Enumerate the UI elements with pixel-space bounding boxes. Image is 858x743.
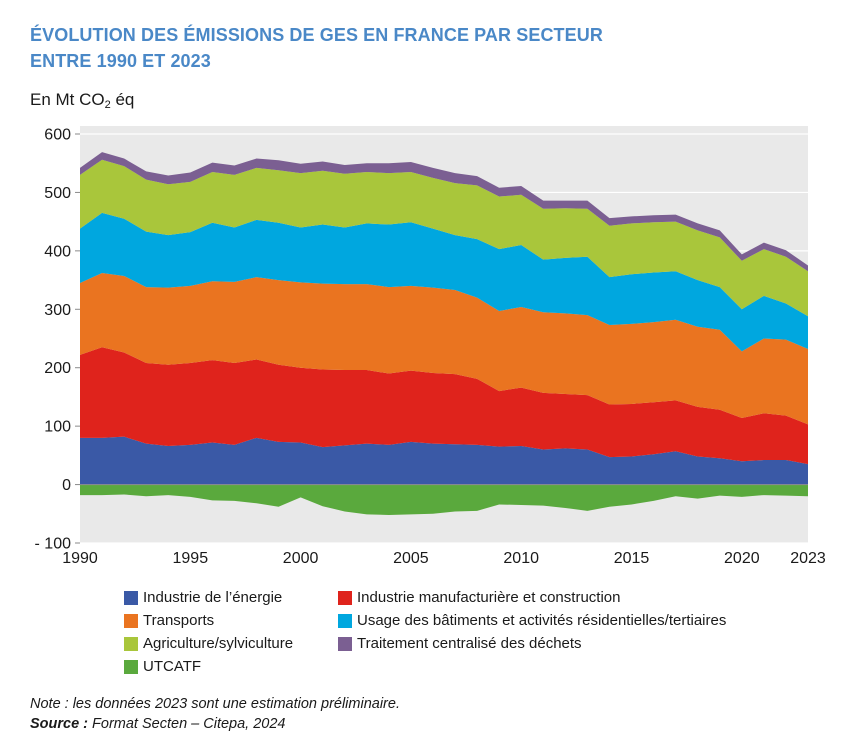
y-tick-label: 400 [44, 243, 71, 260]
footnote-note: Note : les données 2023 sont une estimat… [30, 696, 400, 712]
unit-tail: éq [110, 90, 135, 109]
y-tick-label: - 100 [35, 536, 72, 553]
legend-label: Transports [143, 612, 215, 629]
x-tick-label: 2000 [283, 550, 319, 567]
legend-label: Traitement centralisé des déchets [357, 635, 582, 652]
chart-title: ÉVOLUTION DES ÉMISSIONS DE GES EN FRANCE… [30, 22, 603, 74]
y-tick-label: 600 [44, 127, 71, 144]
legend-swatch [124, 636, 138, 651]
x-tick-label: 2005 [393, 550, 429, 567]
source-text: Format Secten – Citepa, 2024 [88, 716, 286, 732]
x-tick-label: 2023 [790, 550, 826, 567]
x-tick-label: 2015 [614, 550, 650, 567]
legend-label: Usage des bâtiments et activités résiden… [357, 612, 727, 629]
area-industrie-de-l-energie [80, 436, 808, 485]
chart-legend: Industrie de l’énergie Industrie manufac… [124, 586, 758, 678]
x-tick-label: 2010 [503, 550, 539, 567]
unit-subscript: 2 [104, 99, 111, 111]
legend-label: Industrie de l’énergie [143, 589, 283, 606]
chart-title-line-2: ENTRE 1990 ET 2023 [30, 51, 211, 71]
legend-item-series-4: Agriculture/sylviculture [124, 632, 338, 655]
chart-title-line-1: ÉVOLUTION DES ÉMISSIONS DE GES EN FRANCE… [30, 25, 603, 45]
area-industrie-manufacturiere-et-construction [80, 347, 808, 465]
legend-item-series-6: UTCATF [124, 655, 338, 678]
legend-item-series-2: Transports [124, 609, 338, 632]
legend-label: UTCATF [143, 658, 202, 675]
legend-item-series-3: Usage des bâtiments et activités résiden… [338, 609, 758, 632]
source-label: Source : [30, 716, 89, 732]
legend-swatch [124, 659, 138, 674]
y-tick-label: 300 [44, 302, 71, 319]
legend-label: Industrie manufacturière et construction [357, 589, 621, 606]
area-transports [80, 273, 808, 425]
area-utcatf [80, 484, 808, 515]
unit-main: En Mt CO [30, 90, 105, 109]
area-usage-des-batiments-et-activites-residentielles-tertiaires [80, 212, 808, 352]
legend-item-series-1: Industrie manufacturière et construction [338, 586, 758, 609]
legend-swatch [338, 636, 352, 651]
x-tick-label: 1995 [173, 550, 209, 567]
x-tick-label: 1990 [62, 550, 98, 567]
legend-label: Agriculture/sylviculture [143, 635, 294, 652]
area-agriculture-sylviculture [80, 159, 808, 317]
area-traitement-centralise-des-dechets [80, 152, 808, 272]
legend-item-series-5: Traitement centralisé des déchets [338, 632, 758, 655]
legend-swatch [338, 613, 352, 628]
y-tick-label: 100 [44, 419, 71, 436]
footnote-source: Source : Format Secten – Citepa, 2024 [30, 714, 286, 734]
legend-swatch [338, 590, 352, 605]
x-tick-label: 2020 [724, 550, 760, 567]
y-tick-label: 200 [44, 360, 71, 377]
legend-swatch [124, 613, 138, 628]
legend-swatch [124, 590, 138, 605]
y-tick-label: 500 [44, 185, 71, 202]
legend-item-series-0: Industrie de l’énergie [124, 586, 338, 609]
y-tick-label: 0 [62, 477, 71, 494]
y-axis-unit-label: En Mt CO2 éq [30, 89, 134, 111]
